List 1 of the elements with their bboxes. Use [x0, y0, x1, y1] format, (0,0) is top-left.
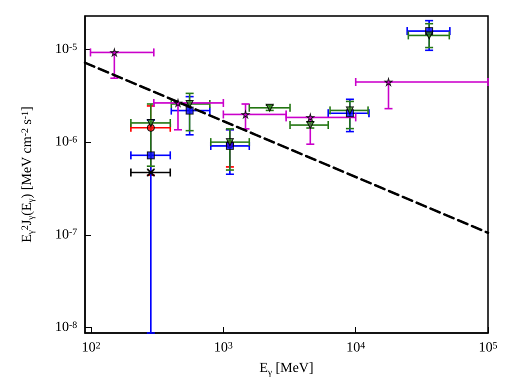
text: Eγ2Jγ(Eγ) [MeV cm-2 s-1] [20, 106, 36, 243]
